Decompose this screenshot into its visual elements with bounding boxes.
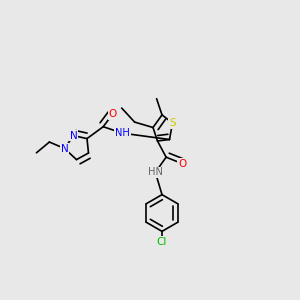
- Text: N: N: [61, 143, 68, 154]
- Text: NH: NH: [115, 128, 130, 138]
- Text: HN: HN: [148, 167, 163, 177]
- Text: S: S: [169, 118, 176, 128]
- Text: Cl: Cl: [157, 237, 167, 247]
- Text: O: O: [109, 109, 117, 119]
- Text: N: N: [70, 130, 77, 141]
- Text: O: O: [178, 159, 187, 169]
